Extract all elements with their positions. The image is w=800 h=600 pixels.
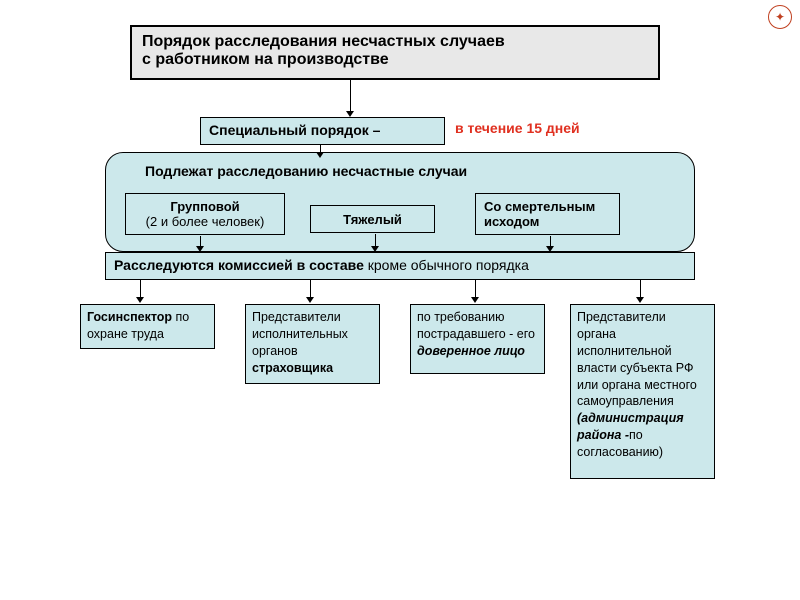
commission-rest: кроме обычного порядка (368, 257, 529, 273)
category-severe: Тяжелый (310, 205, 435, 233)
commission-bold: Расследуются комиссией в составе (114, 257, 368, 273)
category-fatal: Со смертельным исходом (475, 193, 620, 235)
arrow-head-icon (371, 246, 379, 252)
arrow-head-icon (306, 297, 314, 303)
special-duration: в течение 15 дней (455, 120, 580, 136)
arrow-head-icon (471, 297, 479, 303)
special-label: Специальный порядок – (209, 122, 380, 138)
arrow-head-icon (196, 246, 204, 252)
b1-bold: Госинспектор (87, 310, 172, 324)
arrow-line (640, 280, 641, 298)
member-authority: Представители органа исполнительной влас… (570, 304, 715, 479)
cat-group-title: Групповой (130, 199, 280, 214)
arrow-line (350, 80, 351, 112)
title-box: Порядок расследования несчастных случаев… (130, 25, 660, 80)
arrow-head-icon (346, 111, 354, 117)
member-insurer: Представители исполнительных органов стр… (245, 304, 380, 384)
arrow-line (140, 280, 141, 298)
arrow-head-icon (316, 152, 324, 158)
title-line1: Порядок расследования несчастных случаев (142, 33, 648, 51)
b4-p1: Представители органа исполнительной влас… (577, 310, 697, 408)
b2-bold: страховщика (252, 361, 333, 375)
corner-logo: ✦ (768, 5, 792, 29)
commission-box: Расследуются комиссией в составе кроме о… (105, 252, 695, 280)
b2-p1: Представители исполнительных органов (252, 310, 348, 358)
arrow-line (310, 280, 311, 298)
arrow-line (475, 280, 476, 298)
arrow-head-icon (136, 297, 144, 303)
title-line2: с работником на производстве (142, 51, 648, 69)
arrow-head-icon (546, 246, 554, 252)
b3-p1: по требованию пострадавшего - его (417, 310, 535, 341)
special-order-box: Специальный порядок – (200, 117, 445, 145)
member-inspector: Госинспектор по охране труда (80, 304, 215, 349)
category-group: Групповой (2 и более человек) (125, 193, 285, 235)
b3-bold: доверенное лицо (417, 344, 525, 358)
cat-group-sub: (2 и более человек) (130, 214, 280, 229)
member-trusted: по требованию пострадавшего - его довере… (410, 304, 545, 374)
subject-label: Подлежат расследованию несчастные случаи (145, 163, 467, 179)
arrow-head-icon (636, 297, 644, 303)
